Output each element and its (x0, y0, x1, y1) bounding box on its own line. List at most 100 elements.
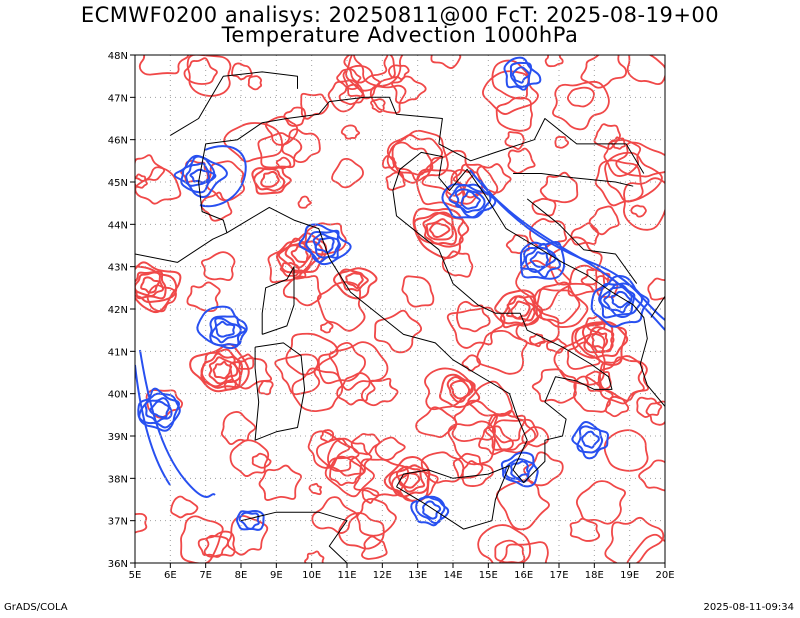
advection-contour (304, 550, 325, 563)
advection-contour (598, 282, 644, 319)
advection-contour (503, 56, 542, 91)
advection-contour (626, 55, 665, 86)
advection-contour (208, 356, 239, 385)
lat-tick-label: 43N (108, 263, 128, 274)
advection-contour (200, 191, 233, 222)
lon-tick-label: 11E (337, 570, 356, 581)
advection-contour (581, 430, 600, 449)
coastline (513, 173, 634, 187)
advection-contour (495, 96, 533, 132)
advection-contour (338, 83, 365, 106)
advection-contour (645, 400, 665, 426)
advection-contour (140, 276, 160, 294)
advection-contour (145, 389, 184, 419)
lon-tick-label: 18E (585, 570, 604, 581)
lon-tick-label: 16E (514, 570, 533, 581)
advection-contour (180, 515, 224, 563)
advection-contour (275, 232, 328, 274)
advection-contour (529, 218, 568, 250)
advection-contour (340, 124, 361, 140)
advection-contour (200, 251, 236, 282)
advection-contour (333, 267, 378, 300)
advection-contour (331, 158, 364, 189)
advection-contour (647, 277, 665, 301)
lon-tick-label: 5E (129, 570, 142, 581)
advection-contour (385, 171, 406, 191)
advection-contour (533, 287, 581, 325)
advection-contour (401, 275, 435, 308)
advection-contour (460, 190, 481, 210)
advection-contour (504, 458, 535, 483)
advection-contour (576, 425, 604, 454)
advection-contour (226, 514, 269, 556)
advection-contour (327, 437, 373, 477)
coastline (396, 465, 510, 530)
advection-contour (510, 460, 530, 480)
advection-contour (316, 281, 366, 332)
advection-contour (135, 154, 166, 182)
lat-tick-label: 39N (108, 432, 128, 443)
advection-contour (510, 300, 531, 320)
advection-contour (591, 331, 609, 349)
advection-contour (336, 68, 362, 90)
advection-contour (511, 66, 531, 84)
advection-contour (305, 229, 341, 264)
advection-contour (343, 55, 389, 84)
advection-contour (575, 480, 626, 525)
advection-contour (381, 155, 397, 169)
advection-contour (567, 86, 595, 108)
lat-tick-label: 38N (108, 474, 128, 485)
advection-contour (478, 425, 514, 456)
lon-tick-label: 10E (302, 570, 321, 581)
advection-contour (312, 233, 340, 259)
advection-contour (554, 135, 570, 149)
advection-contour (504, 131, 525, 150)
advection-contour (495, 479, 550, 531)
coastline (650, 296, 665, 318)
lat-tick-label: 45N (108, 178, 128, 189)
advection-contour (523, 451, 564, 487)
advection-contour (214, 320, 236, 338)
advection-contour (439, 373, 481, 409)
coastline (261, 266, 295, 335)
advection-contour (338, 512, 385, 550)
advection-contour (149, 400, 170, 419)
advection-contour (197, 534, 230, 558)
coastline (135, 151, 613, 484)
lat-tick-label: 36N (108, 559, 128, 570)
advection-contour (593, 123, 621, 150)
advection-contour (231, 62, 253, 81)
advection-contour (603, 139, 642, 177)
advection-contour (571, 320, 629, 359)
advection-contour (189, 168, 211, 184)
advection-contour (452, 452, 484, 480)
advection-contour (308, 482, 322, 496)
advection-contour (324, 455, 375, 498)
advection-contour (410, 495, 450, 527)
advection-contour (498, 541, 549, 563)
advection-contour (594, 159, 644, 207)
advection-contour (274, 353, 321, 396)
advection-contour (519, 241, 566, 280)
advection-contour (590, 274, 650, 328)
advection-contour (144, 397, 173, 423)
advection-contour (585, 326, 615, 354)
advection-contour (173, 154, 228, 198)
advection-contour (339, 268, 369, 292)
advection-contour (135, 512, 148, 534)
advection-contour (529, 333, 546, 348)
advection-contour (229, 439, 270, 477)
lon-tick-label: 15E (479, 570, 498, 581)
advection-contour (604, 516, 665, 563)
advection-contour (251, 452, 272, 469)
advection-contour (461, 354, 481, 372)
advection-contour (571, 420, 609, 460)
advection-contour (284, 242, 313, 269)
advection-contour (220, 411, 257, 445)
advection-contour (623, 177, 665, 231)
advection-contour (200, 348, 244, 389)
advection-contour (356, 497, 397, 537)
advection-contour (487, 409, 525, 444)
advection-contour (374, 436, 406, 461)
